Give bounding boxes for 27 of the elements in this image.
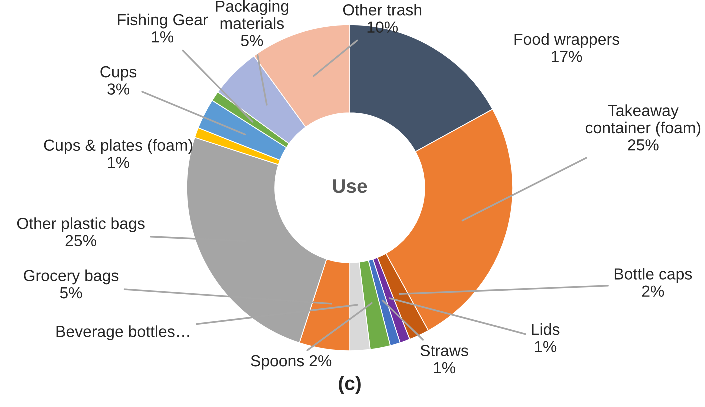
slice-label: Straws	[420, 345, 468, 356]
slice-label: Lids	[532, 324, 560, 336]
data-label: 1%	[434, 362, 456, 374]
data-label: 3%	[108, 84, 130, 95]
data-label: 1%	[535, 341, 557, 352]
data-label: 25%	[66, 235, 96, 247]
text: (c)	[339, 376, 361, 394]
slice-label: Takeaway container (foam)	[586, 104, 701, 137]
data-label: 2%	[642, 286, 664, 297]
slice-label: Other trash	[343, 4, 422, 16]
slice-label: Other plastic bags	[17, 218, 145, 232]
slice-label: Packaging materials	[216, 0, 288, 30]
data-label: 25%	[628, 140, 659, 151]
slice-label: Bottle caps	[614, 268, 692, 284]
slice-label: Cups & plates (foam)	[44, 139, 193, 154]
text: Use	[333, 180, 368, 194]
slice-label: Fishing Gear	[118, 14, 208, 29]
slice-label: Food wrappers	[514, 33, 620, 48]
data-label: 5%	[60, 287, 82, 299]
slice-label: Spoons 2%	[251, 355, 332, 370]
slice-label: Cups	[100, 66, 137, 81]
slice-label: Grocery bags	[24, 270, 119, 285]
slice-label: Beverage bottles…	[56, 326, 190, 341]
data-label: 17%	[552, 51, 582, 62]
data-label: 5%	[241, 35, 264, 46]
data-label: 1%	[152, 32, 174, 43]
data-label: 1%	[108, 157, 130, 168]
